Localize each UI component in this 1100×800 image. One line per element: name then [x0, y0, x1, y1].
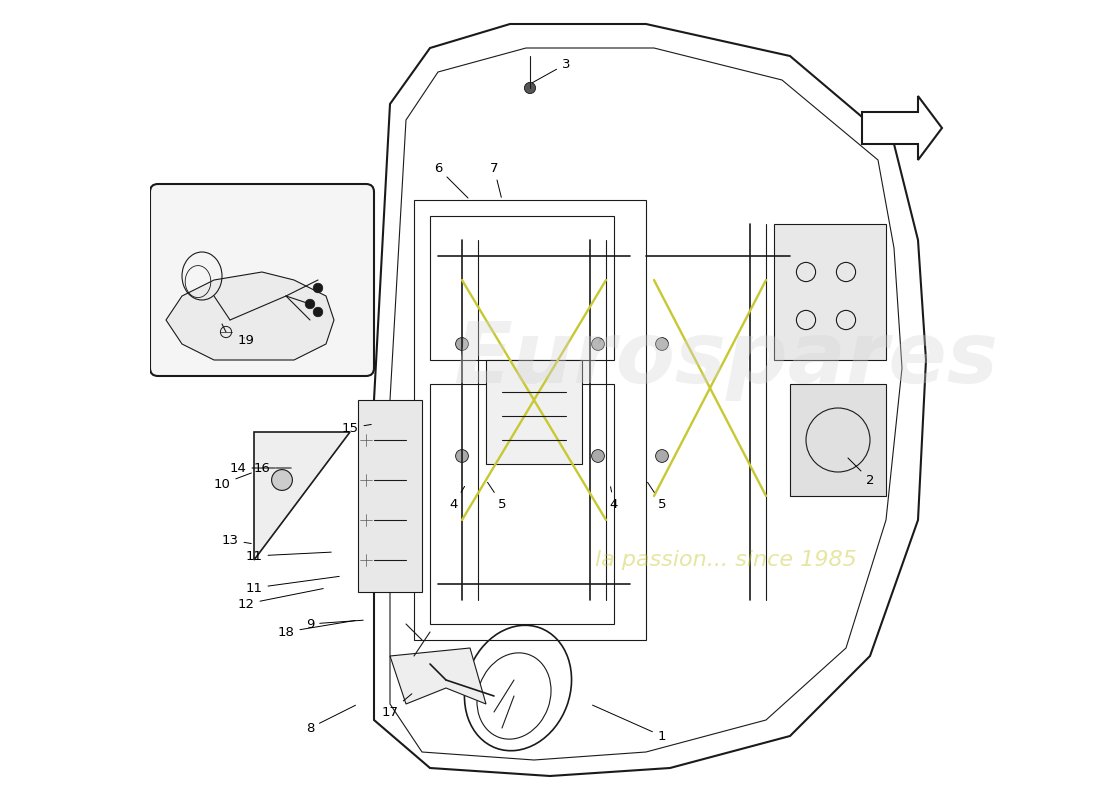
Text: 11: 11: [245, 550, 331, 562]
Text: 17: 17: [382, 694, 411, 718]
Text: Eurospares: Eurospares: [453, 318, 999, 402]
Text: 18: 18: [277, 621, 355, 638]
Text: 5: 5: [487, 482, 506, 510]
Text: 14: 14: [230, 462, 275, 474]
Circle shape: [455, 338, 469, 350]
Polygon shape: [390, 648, 486, 704]
Circle shape: [361, 514, 372, 526]
Polygon shape: [166, 272, 334, 360]
Text: 9: 9: [306, 618, 363, 630]
Circle shape: [592, 450, 604, 462]
Circle shape: [656, 450, 669, 462]
Text: 19: 19: [238, 334, 254, 346]
Text: 10: 10: [213, 473, 252, 490]
Circle shape: [525, 82, 536, 94]
Circle shape: [656, 338, 669, 350]
Text: 6: 6: [433, 162, 468, 198]
Circle shape: [272, 470, 293, 490]
Text: 15: 15: [341, 422, 372, 434]
Polygon shape: [862, 96, 942, 160]
Circle shape: [592, 338, 604, 350]
Polygon shape: [774, 224, 886, 360]
Text: 8: 8: [306, 706, 355, 734]
Text: 4: 4: [609, 486, 618, 510]
Text: 12: 12: [238, 589, 323, 610]
Circle shape: [455, 450, 469, 462]
Circle shape: [361, 474, 372, 486]
Text: 5: 5: [648, 482, 667, 510]
Text: 7: 7: [490, 162, 502, 198]
Circle shape: [361, 554, 372, 566]
Circle shape: [314, 307, 322, 317]
Text: 2: 2: [848, 458, 874, 486]
Polygon shape: [358, 400, 422, 592]
Circle shape: [314, 283, 322, 293]
Text: 13: 13: [221, 534, 251, 546]
Circle shape: [361, 434, 372, 446]
Polygon shape: [790, 384, 886, 496]
Polygon shape: [254, 432, 350, 560]
Polygon shape: [486, 360, 582, 464]
Circle shape: [305, 299, 315, 309]
FancyBboxPatch shape: [150, 184, 374, 376]
Text: 3: 3: [532, 58, 570, 82]
Text: 1: 1: [593, 705, 667, 742]
Text: 4: 4: [450, 486, 464, 510]
Text: 16: 16: [254, 462, 292, 474]
Text: 11: 11: [245, 576, 339, 594]
Text: la passion... since 1985: la passion... since 1985: [595, 550, 857, 570]
